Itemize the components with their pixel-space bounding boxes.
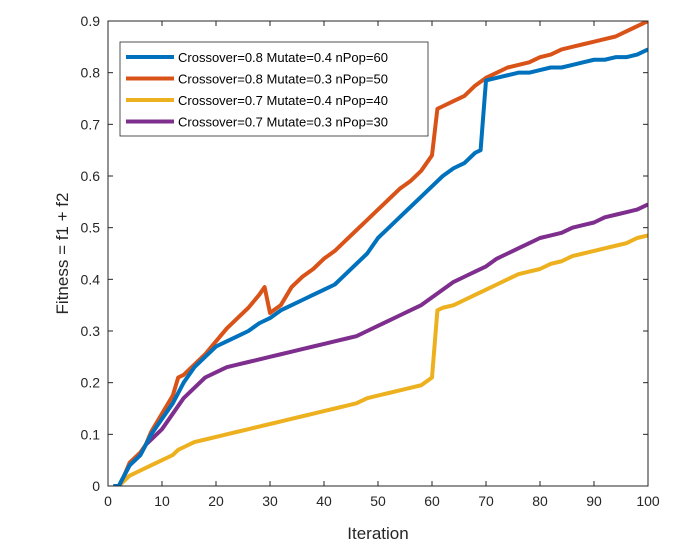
y-tick-label: 0.3 bbox=[81, 323, 101, 339]
x-tick-label: 100 bbox=[636, 493, 660, 509]
y-tick-label: 0.2 bbox=[81, 375, 101, 391]
y-tick-label: 0.8 bbox=[81, 65, 101, 81]
legend-label-1: Crossover=0.8 Mutate=0.4 nPop=60 bbox=[178, 50, 388, 65]
y-axis-label: Fitness = f1 + f2 bbox=[53, 193, 72, 315]
x-tick-label: 20 bbox=[208, 493, 224, 509]
x-tick-label: 0 bbox=[104, 493, 112, 509]
legend-label-2: Crossover=0.8 Mutate=0.3 nPop=50 bbox=[178, 72, 388, 87]
y-tick-label: 0.4 bbox=[81, 271, 101, 287]
y-tick-label: 0 bbox=[92, 478, 100, 494]
x-tick-label: 90 bbox=[586, 493, 602, 509]
x-tick-label: 30 bbox=[262, 493, 278, 509]
x-tick-label: 70 bbox=[478, 493, 494, 509]
y-axis-ticks: 0 0.1 0.2 0.3 0.4 0.5 0.6 0.7 0.8 0.9 bbox=[81, 13, 648, 494]
legend: Crossover=0.8 Mutate=0.4 nPop=60 Crossove… bbox=[119, 41, 429, 137]
series-layer bbox=[113, 21, 648, 486]
series-line-2 bbox=[113, 21, 648, 486]
x-tick-label: 40 bbox=[316, 493, 332, 509]
x-tick-label: 80 bbox=[532, 493, 548, 509]
y-tick-label: 0.9 bbox=[81, 13, 101, 29]
x-tick-label: 50 bbox=[370, 493, 386, 509]
legend-label-4: Crossover=0.7 Mutate=0.3 nPop=30 bbox=[178, 115, 388, 130]
x-axis-ticks: 0 10 20 30 40 50 60 70 80 90 100 bbox=[104, 21, 660, 509]
x-tick-label: 10 bbox=[154, 493, 170, 509]
x-tick-label: 60 bbox=[424, 493, 440, 509]
y-tick-label: 0.5 bbox=[81, 220, 101, 236]
y-tick-label: 0.7 bbox=[81, 116, 101, 132]
series-line-1 bbox=[113, 47, 648, 486]
y-tick-label: 0.1 bbox=[81, 426, 101, 442]
series-line-4 bbox=[113, 202, 648, 486]
series-line-3 bbox=[113, 233, 648, 486]
legend-label-3: Crossover=0.7 Mutate=0.4 nPop=40 bbox=[178, 93, 388, 108]
y-tick-label: 0.6 bbox=[81, 168, 101, 184]
x-axis-label: Iteration bbox=[347, 524, 408, 543]
